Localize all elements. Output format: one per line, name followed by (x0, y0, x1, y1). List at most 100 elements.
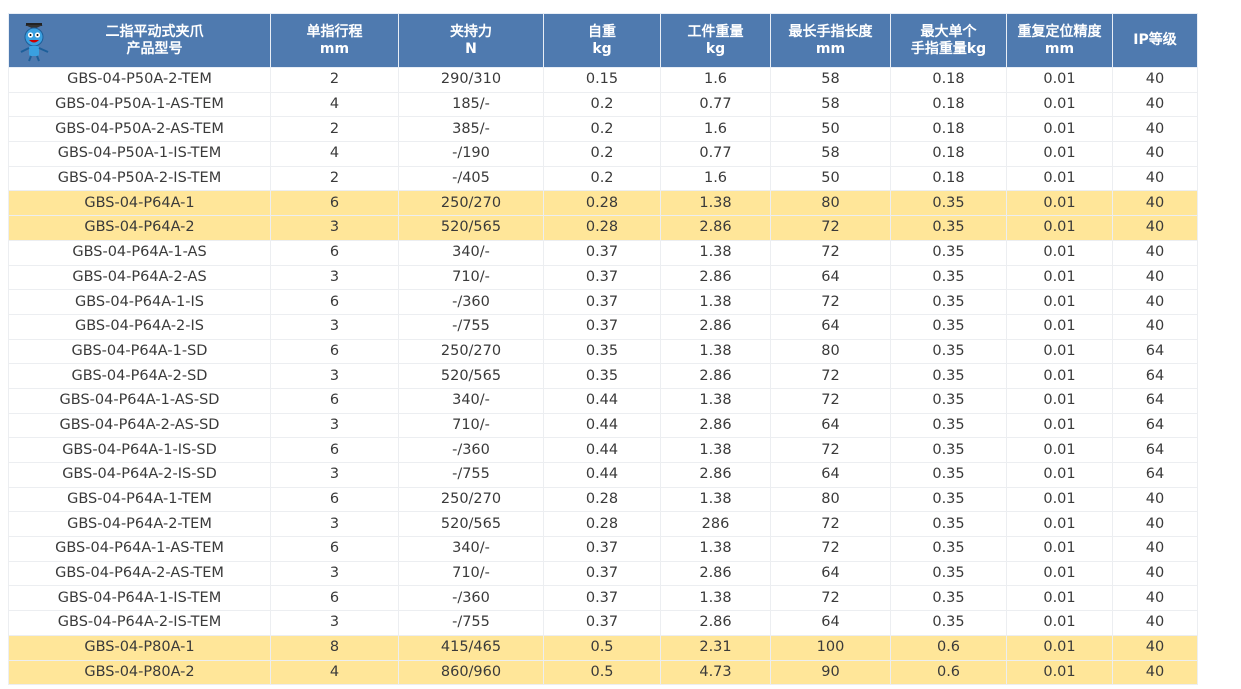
cell-weight: 0.37 (543, 239, 661, 266)
cell-stroke: 6 (270, 289, 399, 315)
cell-workpiece-weight: 2.86 (660, 412, 771, 439)
cell-max-finger-weight: 0.18 (890, 141, 1007, 167)
cell-model: GBS-04-P64A-1-IS-TEM (8, 585, 271, 612)
cell-workpiece-weight: 1.38 (660, 289, 771, 315)
table-row: GBS-04-P64A-2-AS 3 710/- 0.37 2.86 64 0.35 0.01… (8, 264, 1198, 291)
header-label-line: 手指重量kg (910, 40, 987, 57)
header-label-line: 自重 (588, 23, 616, 40)
cell-max-finger-weight: 0.18 (890, 91, 1007, 118)
cell-repeatability: 0.01 (1006, 486, 1113, 513)
cell-stroke: 3 (270, 215, 399, 241)
table-row: GBS-04-P50A-2-IS-TEM 2 -/405 0.2 1.6 50 0.18 0.… (8, 165, 1198, 192)
cell-weight: 0.44 (543, 462, 661, 488)
cell-repeatability: 0.01 (1006, 116, 1113, 143)
table-row: GBS-04-P64A-2-SD 3 520/565 0.35 2.86 72 0.35 0.… (8, 363, 1198, 389)
cell-max-finger-length: 64 (770, 313, 891, 340)
cell-repeatability: 0.01 (1006, 536, 1113, 562)
cell-weight: 0.44 (543, 387, 661, 414)
cell-grip-force: -/360 (398, 437, 544, 463)
cell-max-finger-length: 72 (770, 437, 891, 463)
header-label-line: 二指平动式夹爪 (105, 23, 204, 40)
cell-workpiece-weight: 0.77 (660, 141, 771, 167)
table-row: GBS-04-P64A-2-TEM 3 520/565 0.28 286 72 0.35 0.… (8, 511, 1198, 538)
header-max-finger-weight: 最大单个 手指重量kg (890, 13, 1007, 68)
table-row: GBS-04-P64A-2-AS-SD 3 710/- 0.44 2.86 64 0.35 0… (8, 412, 1198, 439)
header-max-finger-length: 最长手指长度 mm (770, 13, 891, 68)
gripper-spec-table: 二指平动式夹爪 产品型号 单指行程 mm 夹持力 N 自重 kg 工件重量 kg 最长手指长度 mm 最… (8, 13, 1198, 686)
table-row: GBS-04-P64A-1-TEM 6 250/270 0.28 1.38 80 0.35 0… (8, 486, 1198, 513)
cell-grip-force: 340/- (398, 536, 544, 562)
cell-ip-rating: 40 (1112, 289, 1198, 315)
cell-ip-rating: 40 (1112, 634, 1198, 661)
cell-model: GBS-04-P64A-1-AS-SD (8, 387, 271, 414)
header-label-line: 单指行程 (306, 23, 363, 40)
cell-max-finger-weight: 0.35 (890, 215, 1007, 241)
header-label-line: 产品型号 (126, 40, 183, 57)
header-stroke: 单指行程 mm (270, 13, 399, 68)
cell-workpiece-weight: 4.73 (660, 659, 771, 686)
cell-ip-rating: 64 (1112, 338, 1198, 365)
cell-max-finger-weight: 0.35 (890, 363, 1007, 389)
cell-ip-rating: 64 (1112, 412, 1198, 439)
cell-stroke: 6 (270, 239, 399, 266)
cell-model: GBS-04-P50A-2-AS-TEM (8, 116, 271, 143)
cell-max-finger-weight: 0.18 (890, 67, 1007, 93)
cell-workpiece-weight: 2.86 (660, 313, 771, 340)
header-workpiece-weight: 工件重量 kg (660, 13, 771, 68)
header-label-line: mm (1044, 40, 1075, 57)
cell-weight: 0.37 (543, 536, 661, 562)
cell-ip-rating: 64 (1112, 462, 1198, 488)
cell-grip-force: -/755 (398, 462, 544, 488)
cell-ip-rating: 40 (1112, 511, 1198, 538)
header-label-line: 工件重量 (687, 23, 744, 40)
cell-grip-force: 250/270 (398, 338, 544, 365)
header-ip-rating: IP等级 (1112, 13, 1198, 68)
cell-grip-force: 520/565 (398, 215, 544, 241)
cell-stroke: 6 (270, 536, 399, 562)
cell-model: GBS-04-P64A-2-AS-SD (8, 412, 271, 439)
cell-repeatability: 0.01 (1006, 91, 1113, 118)
cell-ip-rating: 64 (1112, 363, 1198, 389)
cell-grip-force: -/190 (398, 141, 544, 167)
cell-repeatability: 0.01 (1006, 313, 1113, 340)
table-row: GBS-04-P64A-1 6 250/270 0.28 1.38 80 0.35 0.01 4… (8, 190, 1198, 217)
cell-max-finger-length: 72 (770, 536, 891, 562)
cell-max-finger-length: 72 (770, 239, 891, 266)
cell-max-finger-length: 64 (770, 610, 891, 636)
cell-model: GBS-04-P50A-1-AS-TEM (8, 91, 271, 118)
table-row: GBS-04-P64A-1-AS-TEM 6 340/- 0.37 1.38 72 0.35… (8, 536, 1198, 562)
cell-grip-force: 520/565 (398, 511, 544, 538)
cell-weight: 0.37 (543, 560, 661, 587)
cell-workpiece-weight: 1.38 (660, 585, 771, 612)
cell-model: GBS-04-P64A-1-TEM (8, 486, 271, 513)
cell-grip-force: -/360 (398, 289, 544, 315)
cell-repeatability: 0.01 (1006, 634, 1113, 661)
header-grip-force: 夹持力 N (398, 13, 544, 68)
cell-ip-rating: 40 (1112, 67, 1198, 93)
cell-max-finger-weight: 0.18 (890, 165, 1007, 192)
cell-max-finger-length: 64 (770, 560, 891, 587)
cell-max-finger-length: 50 (770, 116, 891, 143)
cell-max-finger-length: 90 (770, 659, 891, 686)
cell-max-finger-length: 72 (770, 511, 891, 538)
cell-stroke: 3 (270, 462, 399, 488)
header-label-line: 重复定位精度 (1017, 23, 1102, 40)
cell-grip-force: -/360 (398, 585, 544, 612)
cell-workpiece-weight: 286 (660, 511, 771, 538)
cell-weight: 0.35 (543, 338, 661, 365)
table-row: GBS-04-P50A-1-IS-TEM 4 -/190 0.2 0.77 58 0.18 0… (8, 141, 1198, 167)
cell-weight: 0.15 (543, 67, 661, 93)
cell-ip-rating: 40 (1112, 264, 1198, 291)
cell-max-finger-length: 58 (770, 141, 891, 167)
cell-max-finger-weight: 0.35 (890, 511, 1007, 538)
cell-max-finger-weight: 0.35 (890, 437, 1007, 463)
header-label-line: mm (319, 40, 350, 57)
cell-grip-force: 860/960 (398, 659, 544, 686)
cell-weight: 0.28 (543, 215, 661, 241)
cell-max-finger-length: 72 (770, 585, 891, 612)
cell-workpiece-weight: 2.86 (660, 610, 771, 636)
cell-max-finger-weight: 0.6 (890, 634, 1007, 661)
cell-ip-rating: 40 (1112, 610, 1198, 636)
cell-max-finger-length: 72 (770, 289, 891, 315)
cell-ip-rating: 40 (1112, 313, 1198, 340)
